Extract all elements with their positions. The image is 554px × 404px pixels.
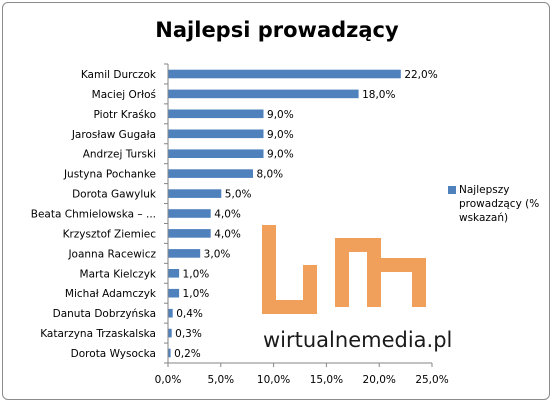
value-label: 4,0%	[214, 228, 241, 240]
x-tick-label: 20,0%	[363, 374, 396, 386]
bar	[168, 109, 264, 119]
category-label: Danuta Dobrzyńska	[53, 308, 156, 320]
watermark-text-dot: .	[426, 328, 434, 352]
category-label: Dorota Wysocka	[71, 348, 156, 360]
bar	[168, 209, 211, 218]
chart-title: Najlepsi prowadzący	[155, 18, 399, 42]
watermark-text-tld: pl	[433, 328, 453, 352]
value-label: 1,0%	[183, 268, 210, 280]
bar	[168, 269, 180, 278]
category-label: Piotr Kraśko	[94, 109, 156, 121]
value-label: 0,3%	[175, 328, 202, 340]
x-tick-label: 0,0%	[155, 374, 182, 386]
bar	[168, 348, 171, 358]
bar	[168, 249, 201, 258]
category-label: Michał Adamczyk	[65, 288, 157, 300]
chart-frame	[2, 2, 550, 400]
value-label: 1,0%	[183, 288, 210, 300]
value-label: 18,0%	[362, 89, 395, 101]
value-label: 4,0%	[214, 209, 241, 221]
bar	[168, 328, 172, 338]
value-label: 8,0%	[256, 169, 283, 181]
bar	[168, 229, 211, 238]
category-label: Jarosław Gugała	[71, 129, 156, 141]
x-tick-label: 10,0%	[257, 374, 290, 386]
value-label: 22,0%	[404, 69, 437, 81]
category-label: Dorota Gawyluk	[72, 189, 157, 201]
category-label: Maciej Orłoś	[92, 89, 156, 101]
category-label: Beata Chmielowska – ...	[31, 209, 156, 221]
watermark-text: wirtualnemedia.pl	[263, 328, 452, 352]
value-label: 0,4%	[176, 308, 203, 320]
value-label: 9,0%	[267, 109, 294, 121]
bar	[168, 169, 253, 178]
category-label: Andrzej Turski	[83, 149, 156, 161]
bar	[168, 288, 180, 298]
wirtualnemedia-logo	[262, 225, 426, 314]
watermark-text-main: wirtualnemedia	[263, 328, 427, 352]
bar	[168, 69, 401, 79]
category-label: Kamil Durczok	[81, 69, 157, 81]
bar	[168, 189, 222, 198]
legend-label: Najlepszy prowadzący (% wskazań)	[459, 184, 540, 224]
legend-swatch	[448, 186, 456, 194]
value-label: 9,0%	[267, 129, 294, 141]
value-label: 0,2%	[174, 348, 201, 360]
bar	[168, 89, 359, 99]
value-label: 3,0%	[204, 248, 231, 260]
category-label: Justyna Pochanke	[63, 169, 156, 181]
bar	[168, 129, 264, 139]
bar	[168, 308, 173, 318]
bar	[168, 149, 264, 158]
value-label: 9,0%	[267, 149, 294, 161]
value-label: 5,0%	[225, 189, 252, 201]
category-label: Katarzyna Trzaskalska	[40, 328, 156, 340]
x-tick-label: 15,0%	[310, 374, 343, 386]
category-label: Joanna Racewicz	[67, 248, 156, 260]
x-tick-label: 25,0%	[415, 374, 448, 386]
x-tick-label: 5,0%	[207, 374, 234, 386]
category-label: Marta Kielczyk	[80, 268, 157, 280]
category-label: Krzysztof Ziemiec	[63, 228, 157, 240]
